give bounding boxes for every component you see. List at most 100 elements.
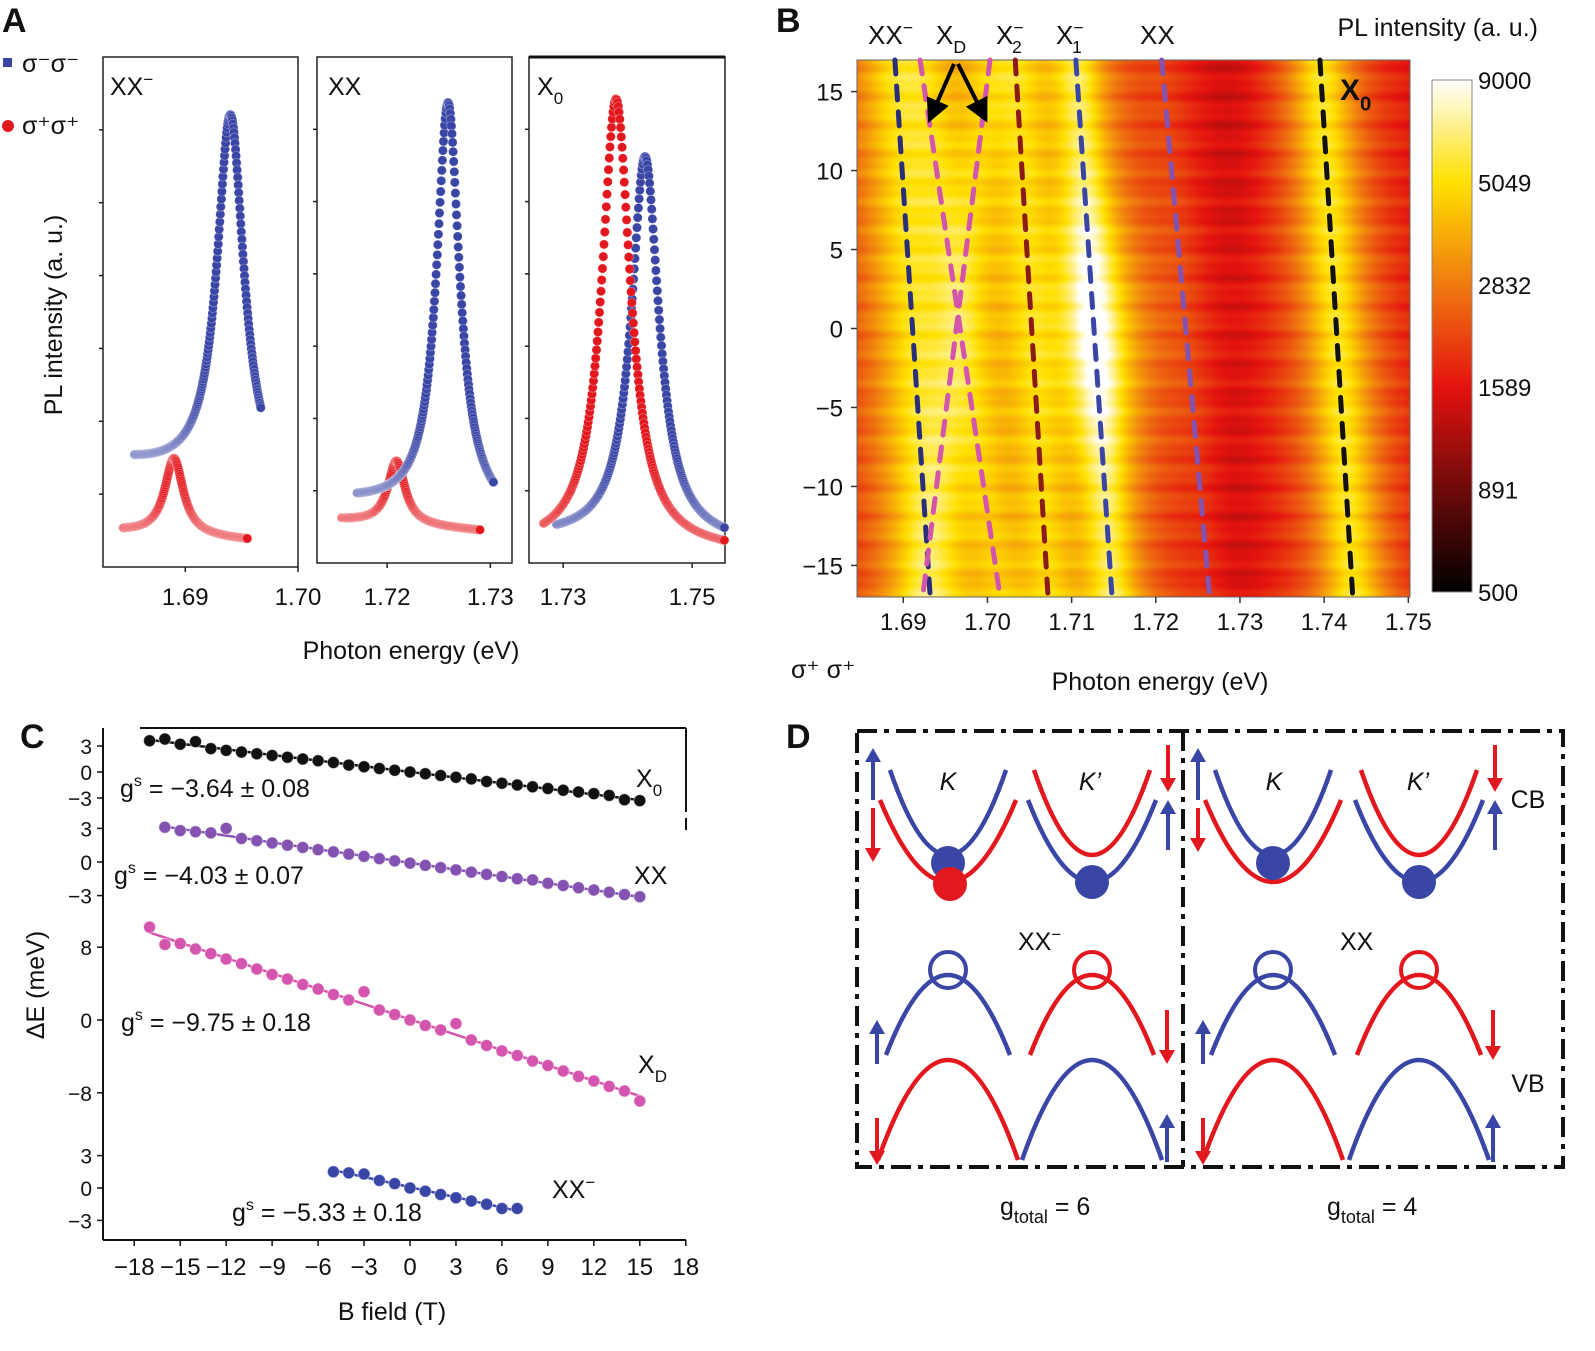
y-tick-label: 0 — [80, 762, 92, 785]
panel-a-subplot-2 — [313, 56, 513, 568]
data-point — [234, 745, 248, 759]
data-point — [418, 1184, 432, 1198]
data-point — [453, 241, 464, 252]
data-point — [480, 775, 494, 789]
x-tick-label: 1.73 — [467, 584, 514, 611]
data-point — [453, 252, 464, 263]
data-point — [219, 821, 233, 835]
arrowhead — [865, 848, 881, 862]
data-point — [143, 734, 157, 748]
arrowhead — [869, 1020, 885, 1034]
data-point — [556, 879, 570, 893]
data-point — [655, 332, 666, 343]
data-point — [438, 136, 449, 147]
arrowhead — [1190, 838, 1206, 852]
data-point — [629, 327, 640, 338]
series-sigma-plus — [336, 455, 485, 535]
x-tick-label: 0 — [403, 1254, 416, 1281]
valley-k-left: K — [940, 768, 958, 796]
data-point — [595, 296, 606, 307]
data-point — [431, 259, 442, 270]
data-point — [495, 1202, 509, 1216]
data-point — [526, 873, 540, 887]
transition-line — [1159, 57, 1213, 600]
transition-line — [1073, 57, 1115, 600]
valence-band-kprime-lower — [1346, 1058, 1492, 1161]
data-point — [622, 227, 633, 238]
data-point — [648, 223, 659, 234]
data-point — [418, 1018, 432, 1032]
data-point — [649, 244, 660, 255]
data-point — [250, 962, 264, 976]
data-point — [526, 1054, 540, 1068]
data-point — [631, 232, 642, 243]
g-factor-label: gs = −4.03 ± 0.07 — [114, 860, 304, 890]
data-point — [572, 785, 586, 799]
generated-marks: 1.69 1.70 1.72 1.73 1.73 1.75 1.69 1.70 1.71 1.72… — [68, 18, 1565, 1281]
data-point — [602, 189, 613, 200]
data-point — [602, 1079, 616, 1093]
data-point — [342, 758, 356, 772]
diagram-frame — [855, 729, 1565, 1169]
line-label: X− 2 — [996, 18, 1024, 58]
legend-marker-sigma-plus — [2, 120, 14, 132]
arrowhead — [1159, 1114, 1175, 1128]
data-point — [372, 1173, 386, 1187]
data-point — [597, 263, 608, 274]
data-point — [189, 735, 203, 749]
data-point — [372, 762, 386, 776]
g-factor-label: gs = −9.75 ± 0.18 — [121, 1007, 311, 1037]
data-point — [242, 533, 253, 544]
y-tick-label: −3 — [68, 788, 92, 811]
panel-letter-c: C — [20, 718, 45, 756]
data-point — [434, 1023, 448, 1037]
y-tick-label: 10 — [816, 159, 843, 186]
data-point — [448, 156, 459, 167]
panel-letter-a: A — [2, 2, 27, 40]
data-point — [265, 836, 279, 850]
x-tick-label: −18 — [114, 1254, 155, 1281]
data-point — [311, 982, 325, 996]
colorbar-tick-label: 9000 — [1478, 68, 1531, 95]
data-point — [450, 198, 461, 209]
panel-letter-b: B — [776, 2, 801, 40]
legend-label-sigma-plus: σ⁺σ⁺ — [22, 112, 79, 140]
data-point — [616, 131, 627, 142]
data-point — [448, 146, 459, 157]
data-point — [418, 858, 432, 872]
x-tick-label: 3 — [449, 1254, 462, 1281]
data-point — [634, 193, 645, 204]
arrow-icon — [926, 63, 956, 123]
data-point — [633, 794, 647, 808]
data-point — [435, 186, 446, 197]
data-point — [452, 231, 463, 242]
data-point — [621, 214, 632, 225]
data-point — [603, 164, 614, 175]
data-point — [619, 177, 630, 188]
arrowhead — [1487, 778, 1503, 792]
data-point — [449, 770, 463, 784]
data-point — [632, 212, 643, 223]
data-point — [617, 793, 631, 807]
data-point — [626, 286, 637, 297]
arrowhead — [1487, 800, 1503, 814]
line-label: X− 1 — [1056, 18, 1084, 58]
subplot-label-xx-minus: XX− — [110, 70, 153, 101]
transition-line — [892, 57, 933, 600]
data-point — [437, 155, 448, 166]
x-tick-label: 1.69 — [880, 609, 927, 636]
data-point — [591, 344, 602, 355]
data-point — [594, 307, 605, 318]
data-point — [633, 202, 644, 213]
data-point — [510, 1202, 524, 1216]
data-point — [604, 152, 615, 163]
data-point — [449, 1191, 463, 1205]
data-point — [357, 849, 371, 863]
data-point — [651, 275, 662, 286]
data-point — [633, 1094, 647, 1108]
panel-d-diagram — [855, 729, 1565, 1169]
data-point — [388, 854, 402, 868]
data-point — [617, 1084, 631, 1098]
